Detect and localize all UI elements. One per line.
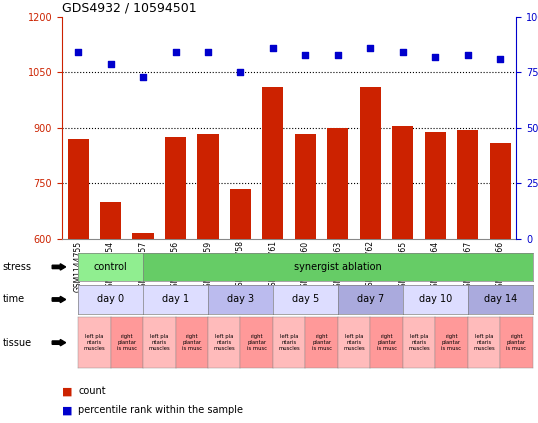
Text: ■: ■	[62, 405, 73, 415]
Text: ■: ■	[62, 386, 73, 396]
Point	[171, 49, 180, 56]
Text: tissue: tissue	[3, 338, 32, 348]
Text: left pla
ntaris
muscles: left pla ntaris muscles	[408, 334, 430, 351]
Text: synergist ablation: synergist ablation	[294, 262, 382, 272]
Point	[496, 56, 505, 63]
Text: day 1: day 1	[162, 294, 189, 305]
Bar	[457, 130, 478, 239]
Point	[107, 60, 115, 67]
Text: day 0: day 0	[97, 294, 124, 305]
Text: day 3: day 3	[227, 294, 254, 305]
Bar	[424, 132, 446, 239]
Text: left pla
ntaris
muscles: left pla ntaris muscles	[278, 334, 300, 351]
Bar	[392, 126, 413, 239]
Bar	[490, 143, 511, 239]
Text: right
plantar
is musc: right plantar is musc	[117, 334, 137, 351]
Bar	[68, 139, 89, 239]
Bar	[165, 137, 186, 239]
Bar	[263, 87, 284, 239]
Text: day 14: day 14	[484, 294, 517, 305]
Point	[139, 74, 147, 80]
Text: right
plantar
is musc: right plantar is musc	[182, 334, 202, 351]
Point	[463, 51, 472, 58]
Text: left pla
ntaris
muscles: left pla ntaris muscles	[148, 334, 170, 351]
Text: time: time	[3, 294, 25, 305]
Point	[399, 49, 407, 56]
Bar	[360, 87, 381, 239]
Text: right
plantar
is musc: right plantar is musc	[246, 334, 267, 351]
Point	[74, 49, 82, 56]
Point	[236, 69, 245, 76]
Text: right
plantar
is musc: right plantar is musc	[442, 334, 462, 351]
Bar	[230, 189, 251, 239]
Text: right
plantar
is musc: right plantar is musc	[377, 334, 397, 351]
Point	[301, 51, 310, 58]
Bar	[197, 134, 218, 239]
Text: left pla
ntaris
muscles: left pla ntaris muscles	[473, 334, 495, 351]
Point	[431, 54, 440, 60]
Bar	[100, 202, 121, 239]
Point	[204, 49, 213, 56]
Text: right
plantar
is musc: right plantar is musc	[506, 334, 527, 351]
Text: day 5: day 5	[292, 294, 319, 305]
Bar	[327, 128, 349, 239]
Text: left pla
ntaris
muscles: left pla ntaris muscles	[214, 334, 235, 351]
Text: control: control	[94, 262, 128, 272]
Text: percentile rank within the sample: percentile rank within the sample	[78, 405, 243, 415]
Bar	[132, 233, 154, 239]
Text: right
plantar
is musc: right plantar is musc	[312, 334, 332, 351]
Text: GDS4932 / 10594501: GDS4932 / 10594501	[62, 1, 196, 14]
Text: stress: stress	[3, 262, 32, 272]
Point	[366, 45, 374, 52]
Bar	[295, 134, 316, 239]
Point	[268, 45, 277, 52]
Text: left pla
ntaris
muscles: left pla ntaris muscles	[343, 334, 365, 351]
Text: count: count	[78, 386, 105, 396]
Point	[334, 51, 342, 58]
Text: day 10: day 10	[419, 294, 452, 305]
Text: day 7: day 7	[357, 294, 384, 305]
Text: left pla
ntaris
muscles: left pla ntaris muscles	[83, 334, 105, 351]
